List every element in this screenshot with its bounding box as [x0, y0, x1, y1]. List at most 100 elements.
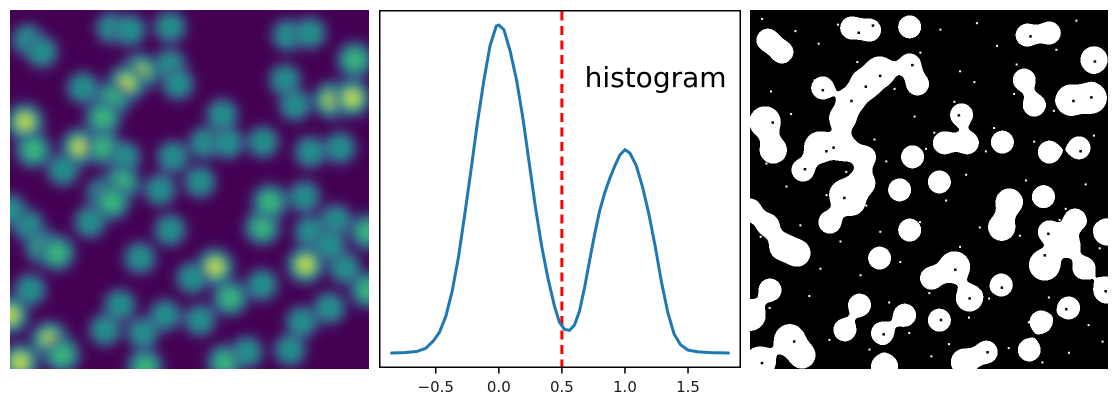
white-speckle — [1058, 218, 1061, 221]
white-speckle — [1101, 340, 1104, 343]
white-speckle — [908, 332, 911, 335]
mask-blob — [949, 102, 975, 128]
x-tick-label: 1.0 — [613, 378, 637, 396]
white-speckle — [777, 54, 780, 57]
x-tick-label: 1.5 — [676, 378, 700, 396]
mask-blob — [1036, 20, 1062, 46]
mask-blob — [817, 209, 843, 235]
black-speckle — [968, 297, 971, 300]
mask-blob — [988, 272, 1014, 298]
chart-content — [390, 11, 730, 367]
mask-blob — [1092, 217, 1108, 247]
mask-noise-speckles — [756, 17, 1107, 365]
white-speckle — [874, 360, 877, 363]
mask-blob — [758, 135, 788, 165]
mask-blob — [1014, 22, 1040, 48]
white-speckle — [1055, 48, 1058, 51]
white-speckle — [998, 276, 1001, 279]
mask-blob — [887, 177, 913, 203]
white-speckle — [1044, 158, 1047, 161]
x-axis-ticks: −0.5 0.0 0.5 1.0 1.5 — [418, 368, 700, 396]
white-speckle — [899, 260, 902, 263]
mask-blob — [1056, 295, 1082, 321]
black-speckle — [803, 167, 807, 171]
white-speckle — [1015, 63, 1018, 66]
white-speckle — [1018, 234, 1021, 237]
white-speckle — [799, 224, 802, 227]
mask-blob — [897, 52, 923, 78]
kde-curve — [390, 23, 730, 355]
mask-blob — [989, 129, 1015, 155]
mask-blob — [1071, 255, 1097, 281]
mask-blob — [897, 217, 923, 243]
white-speckle — [794, 30, 797, 33]
white-speckle — [785, 185, 788, 188]
annotation-label: histogram — [585, 61, 727, 94]
mask-blob — [867, 245, 893, 271]
black-speckle — [1079, 150, 1082, 153]
white-speckle — [879, 230, 882, 233]
white-speckle — [1027, 321, 1030, 324]
white-speckle — [1013, 92, 1016, 95]
black-speckle — [1065, 307, 1068, 311]
mask-blob — [750, 105, 782, 139]
white-speckle — [918, 221, 921, 224]
white-speckle — [1024, 179, 1027, 182]
white-speckle — [1038, 264, 1041, 267]
mask-blob — [755, 212, 781, 238]
mask-blob — [931, 130, 957, 156]
black-speckle — [1029, 35, 1032, 38]
black-speckle — [1043, 254, 1047, 257]
mask-blob — [926, 307, 952, 333]
white-speckle — [1084, 183, 1087, 186]
white-speckle — [973, 81, 976, 84]
white-speckle — [919, 51, 922, 54]
mask-blob — [994, 187, 1024, 217]
white-speckle — [888, 301, 891, 304]
white-speckle — [839, 240, 842, 243]
white-speckle — [836, 23, 839, 26]
density-blobs — [10, 10, 369, 369]
mask-blob — [828, 103, 858, 133]
mask-blob — [926, 169, 952, 195]
black-speckle — [882, 333, 885, 336]
mask-blob — [837, 187, 867, 217]
white-speckle — [975, 22, 978, 25]
black-speckle — [832, 146, 835, 149]
white-speckle — [845, 170, 848, 173]
mask-blob — [1028, 309, 1054, 335]
white-speckle — [1075, 19, 1078, 22]
mask-blob — [900, 144, 926, 170]
mask-blob — [787, 340, 817, 369]
mask-blob — [987, 212, 1017, 242]
white-speckle — [817, 42, 820, 45]
white-speckle — [983, 358, 986, 361]
white-speckle — [945, 199, 948, 202]
white-speckle — [876, 36, 879, 39]
mask-blob — [1016, 337, 1042, 363]
mask-blob — [1066, 135, 1092, 161]
white-speckle — [978, 226, 981, 229]
mask-blob — [810, 75, 836, 101]
mask-blob — [782, 238, 812, 268]
mask-blob — [1062, 207, 1088, 233]
white-speckle — [993, 127, 996, 130]
black-speckle — [850, 99, 853, 103]
white-speckle — [779, 255, 782, 258]
mask-blob — [1031, 184, 1057, 210]
mask-blob — [847, 292, 873, 318]
white-speckle — [1047, 296, 1050, 299]
white-speckle — [770, 90, 773, 93]
x-tick-label: −0.5 — [418, 378, 454, 396]
x-tick-label: 0.0 — [487, 378, 511, 396]
black-speckle — [871, 24, 875, 27]
mask-blob — [790, 157, 816, 183]
mask-blob — [852, 144, 878, 170]
white-speckle — [913, 115, 916, 118]
mask-blob — [828, 132, 858, 162]
black-speckle — [771, 121, 774, 124]
white-speckle — [1052, 109, 1055, 112]
white-speckle — [761, 17, 764, 20]
density-map-panel — [10, 10, 369, 369]
